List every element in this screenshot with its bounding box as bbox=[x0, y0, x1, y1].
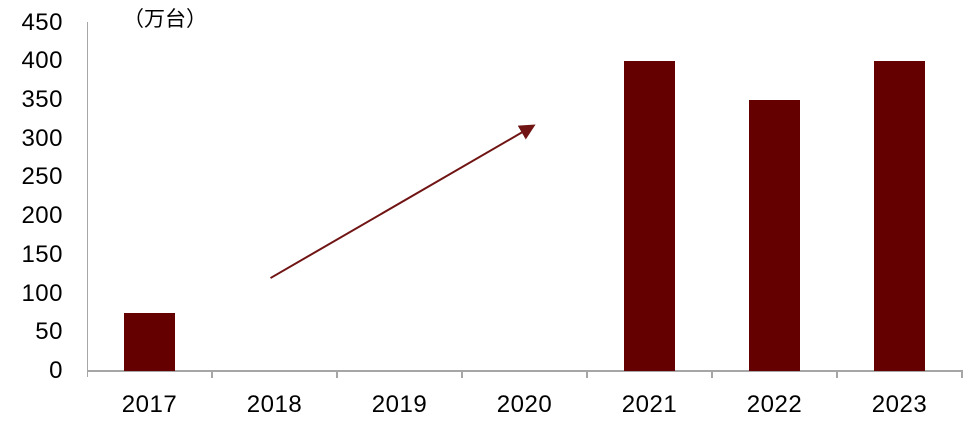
y-tick-label: 350 bbox=[21, 85, 63, 113]
x-tick-label: 2019 bbox=[371, 391, 428, 418]
axis-tick bbox=[586, 371, 588, 378]
y-tick-label: 250 bbox=[21, 163, 63, 191]
y-tick-label: 200 bbox=[21, 202, 63, 230]
y-tick-label: 100 bbox=[21, 279, 63, 307]
x-tick-label: 2017 bbox=[121, 391, 178, 418]
x-tick-label: 2021 bbox=[621, 391, 678, 418]
axis-tick bbox=[336, 371, 338, 378]
y-tick-label: 300 bbox=[21, 124, 63, 152]
y-tick-label: 50 bbox=[35, 318, 63, 346]
y-tick-label: 400 bbox=[21, 47, 63, 75]
y-axis-line bbox=[86, 22, 88, 377]
bar-2021 bbox=[624, 61, 675, 371]
axis-tick bbox=[711, 371, 713, 378]
y-tick-label: 450 bbox=[21, 8, 63, 36]
x-tick-label: 2020 bbox=[496, 391, 553, 418]
bar-2022 bbox=[749, 99, 800, 371]
y-tick-label: 150 bbox=[21, 240, 63, 268]
axis-tick bbox=[211, 371, 213, 378]
bar-2017 bbox=[124, 312, 175, 371]
axis-tick bbox=[961, 371, 963, 378]
x-tick-label: 2023 bbox=[871, 391, 928, 418]
axis-tick bbox=[836, 371, 838, 378]
axis-unit-label: （万台） bbox=[123, 8, 207, 31]
x-tick-label: 2018 bbox=[246, 391, 303, 418]
x-tick-label: 2022 bbox=[746, 391, 803, 418]
y-tick-label: 0 bbox=[49, 357, 63, 384]
bar-2023 bbox=[874, 61, 925, 371]
axis-tick bbox=[461, 371, 463, 378]
x-axis-line bbox=[86, 370, 963, 372]
